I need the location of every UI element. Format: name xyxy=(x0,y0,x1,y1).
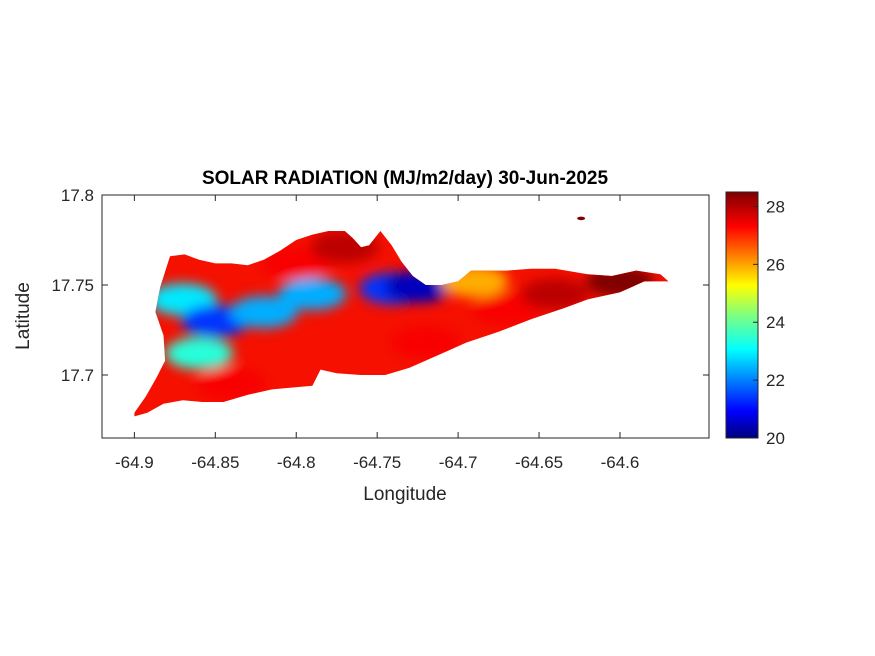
x-tick-label: -64.7 xyxy=(439,453,478,472)
y-axis-label: Latitude xyxy=(13,282,34,350)
x-axis-label: Longitude xyxy=(363,484,446,505)
colorbar-tick-label: 20 xyxy=(766,429,785,448)
colorbar-tick-label: 26 xyxy=(766,255,785,274)
heatmap-cell-2 xyxy=(229,296,298,328)
colorbar-ticks: 20 22 24 26 28 xyxy=(753,197,785,448)
x-tick-label: -64.85 xyxy=(191,453,239,472)
heatmap-cell-6 xyxy=(165,337,234,370)
heatmap-cell-10 xyxy=(391,326,460,359)
y-axis: 17.7 17.75 17.8 xyxy=(51,186,709,385)
x-tick-label: -64.75 xyxy=(353,453,401,472)
y-tick-label: 17.8 xyxy=(61,186,94,205)
chart-title: SOLAR RADIATION (MJ/m2/day) 30-Jun-2025 xyxy=(202,168,609,189)
heatmap-cell-7 xyxy=(262,247,331,280)
heatmap-cell-3 xyxy=(278,278,347,310)
colorbar xyxy=(725,191,759,439)
x-tick-label: -64.65 xyxy=(515,453,563,472)
y-tick-label: 17.75 xyxy=(51,276,94,295)
colorbar-tick-label: 24 xyxy=(766,313,785,332)
x-tick-label: -64.9 xyxy=(115,453,154,472)
x-tick-label: -64.6 xyxy=(601,453,640,472)
heatmap-cell-11 xyxy=(472,292,541,325)
x-axis: -64.9 -64.85 -64.8 -64.75 -64.7 -64.65 -64.6 xyxy=(115,195,639,472)
islet xyxy=(577,216,586,221)
colorbar-tick-label: 28 xyxy=(766,197,785,216)
islet-layer xyxy=(577,216,586,221)
x-tick-label: -64.8 xyxy=(277,453,316,472)
y-tick-label: 17.7 xyxy=(61,366,94,385)
colorbar-tick-label: 22 xyxy=(766,371,785,390)
heatmap-cell-9 xyxy=(197,368,266,400)
heatmap-cell-12 xyxy=(521,278,590,310)
